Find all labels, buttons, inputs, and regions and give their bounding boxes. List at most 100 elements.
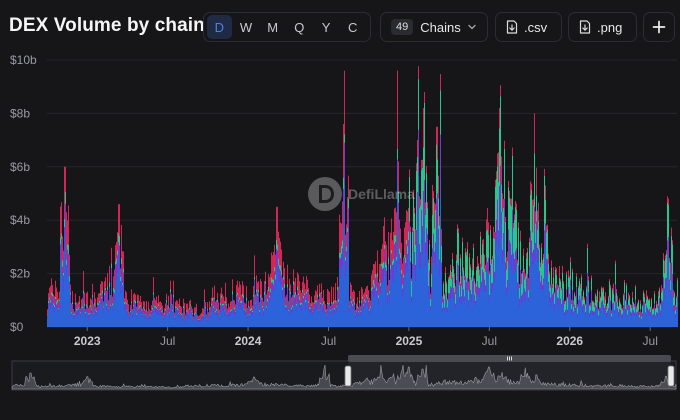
volume-bar	[624, 300, 625, 327]
volume-bar	[553, 292, 554, 299]
volume-bar	[213, 311, 214, 327]
volume-bar	[564, 314, 565, 327]
volume-bar	[172, 311, 173, 316]
volume-bar	[123, 272, 124, 285]
volume-bar	[324, 307, 325, 309]
granularity-monthly-button[interactable]: M	[267, 19, 279, 35]
volume-bar	[360, 314, 361, 327]
volume-bar	[350, 298, 351, 303]
volume-bar	[667, 202, 668, 241]
volume-bar	[383, 226, 384, 262]
volume-bar	[664, 288, 665, 298]
volume-bar	[658, 310, 659, 327]
volume-bar	[608, 295, 609, 298]
volume-bar	[166, 293, 167, 301]
volume-bar	[500, 206, 501, 327]
volume-bar	[428, 286, 429, 297]
volume-bar	[268, 290, 269, 300]
dex-volume-chart[interactable]: $0$2b$4b$6b$8b$10b 2023 Jul 2024 Jul 2025 Jul…	[0, 48, 680, 354]
volume-bar	[618, 305, 619, 307]
granularity-yearly-button[interactable]: Y	[321, 19, 331, 35]
volume-bar	[306, 293, 307, 300]
volume-bar	[60, 244, 61, 262]
brush-handle-left[interactable]	[344, 365, 352, 387]
volume-bar	[564, 304, 565, 313]
volume-bar	[485, 290, 486, 327]
volume-bar	[609, 281, 610, 297]
volume-bar	[356, 315, 357, 327]
volume-bar	[56, 301, 57, 305]
volume-bar	[587, 279, 588, 327]
volume-bar	[180, 305, 181, 313]
volume-bar	[188, 317, 189, 327]
volume-bar	[201, 312, 202, 317]
volume-bar	[562, 288, 563, 299]
volume-bar	[435, 266, 436, 327]
volume-bar	[546, 225, 547, 233]
volume-bar	[315, 290, 316, 300]
volume-bar	[472, 291, 473, 327]
volume-bar	[69, 254, 70, 277]
volume-bar	[191, 312, 192, 315]
volume-bar	[125, 301, 126, 304]
volume-bar	[535, 211, 536, 224]
volume-bar	[643, 301, 644, 307]
volume-bar	[645, 316, 646, 327]
brush-handle-right[interactable]	[667, 365, 675, 387]
volume-bar	[288, 309, 289, 312]
volume-bar	[509, 263, 510, 327]
volume-bar	[597, 290, 598, 303]
volume-bar	[196, 310, 197, 312]
granularity-weekly-button[interactable]: W	[239, 19, 253, 35]
volume-bar	[642, 304, 643, 307]
download-csv-button[interactable]: .csv	[495, 12, 562, 42]
volume-bar	[508, 252, 509, 327]
volume-bar	[147, 317, 148, 319]
volume-bar	[283, 279, 284, 292]
granularity-cumulative-button[interactable]: C	[348, 19, 358, 35]
volume-bar	[416, 230, 417, 248]
volume-bar	[398, 202, 399, 230]
add-button[interactable]	[643, 12, 675, 42]
volume-bar	[565, 301, 566, 311]
download-png-button[interactable]: .png	[568, 12, 637, 42]
granularity-daily-button[interactable]: D	[207, 15, 232, 39]
volume-bar	[481, 266, 482, 283]
volume-bar	[459, 301, 460, 327]
volume-bar	[509, 197, 510, 241]
chains-dropdown[interactable]: 49 Chains	[380, 12, 488, 42]
volume-bar	[169, 316, 170, 327]
volume-bar	[660, 304, 661, 311]
volume-bar	[173, 297, 174, 306]
volume-bar	[369, 310, 370, 314]
granularity-quarterly-button[interactable]: Q	[294, 19, 305, 35]
volume-bar	[668, 236, 669, 258]
volume-bar	[400, 258, 401, 276]
volume-bar	[52, 296, 53, 305]
volume-bar	[429, 239, 430, 244]
volume-bar	[169, 313, 170, 317]
volume-bar	[139, 312, 140, 327]
volume-bar	[208, 316, 209, 319]
volume-bar	[425, 242, 426, 266]
volume-bar	[292, 305, 293, 308]
volume-bar	[425, 202, 426, 215]
volume-bar	[389, 291, 390, 294]
volume-bar	[369, 313, 370, 327]
time-range-brush[interactable]	[0, 352, 680, 394]
volume-bar	[534, 113, 535, 154]
volume-bar	[284, 287, 285, 299]
volume-bar	[450, 286, 451, 298]
volume-bar	[309, 311, 310, 327]
volume-bar	[348, 208, 349, 238]
volume-bar	[455, 293, 456, 304]
volume-bar	[209, 311, 210, 327]
volume-bar	[526, 292, 527, 327]
volume-bar	[638, 299, 639, 301]
volume-bar	[58, 309, 59, 313]
volume-bar	[69, 276, 70, 282]
volume-bar	[305, 299, 306, 303]
volume-bar	[127, 299, 128, 311]
volume-bar	[99, 308, 100, 327]
volume-bar	[516, 209, 517, 249]
